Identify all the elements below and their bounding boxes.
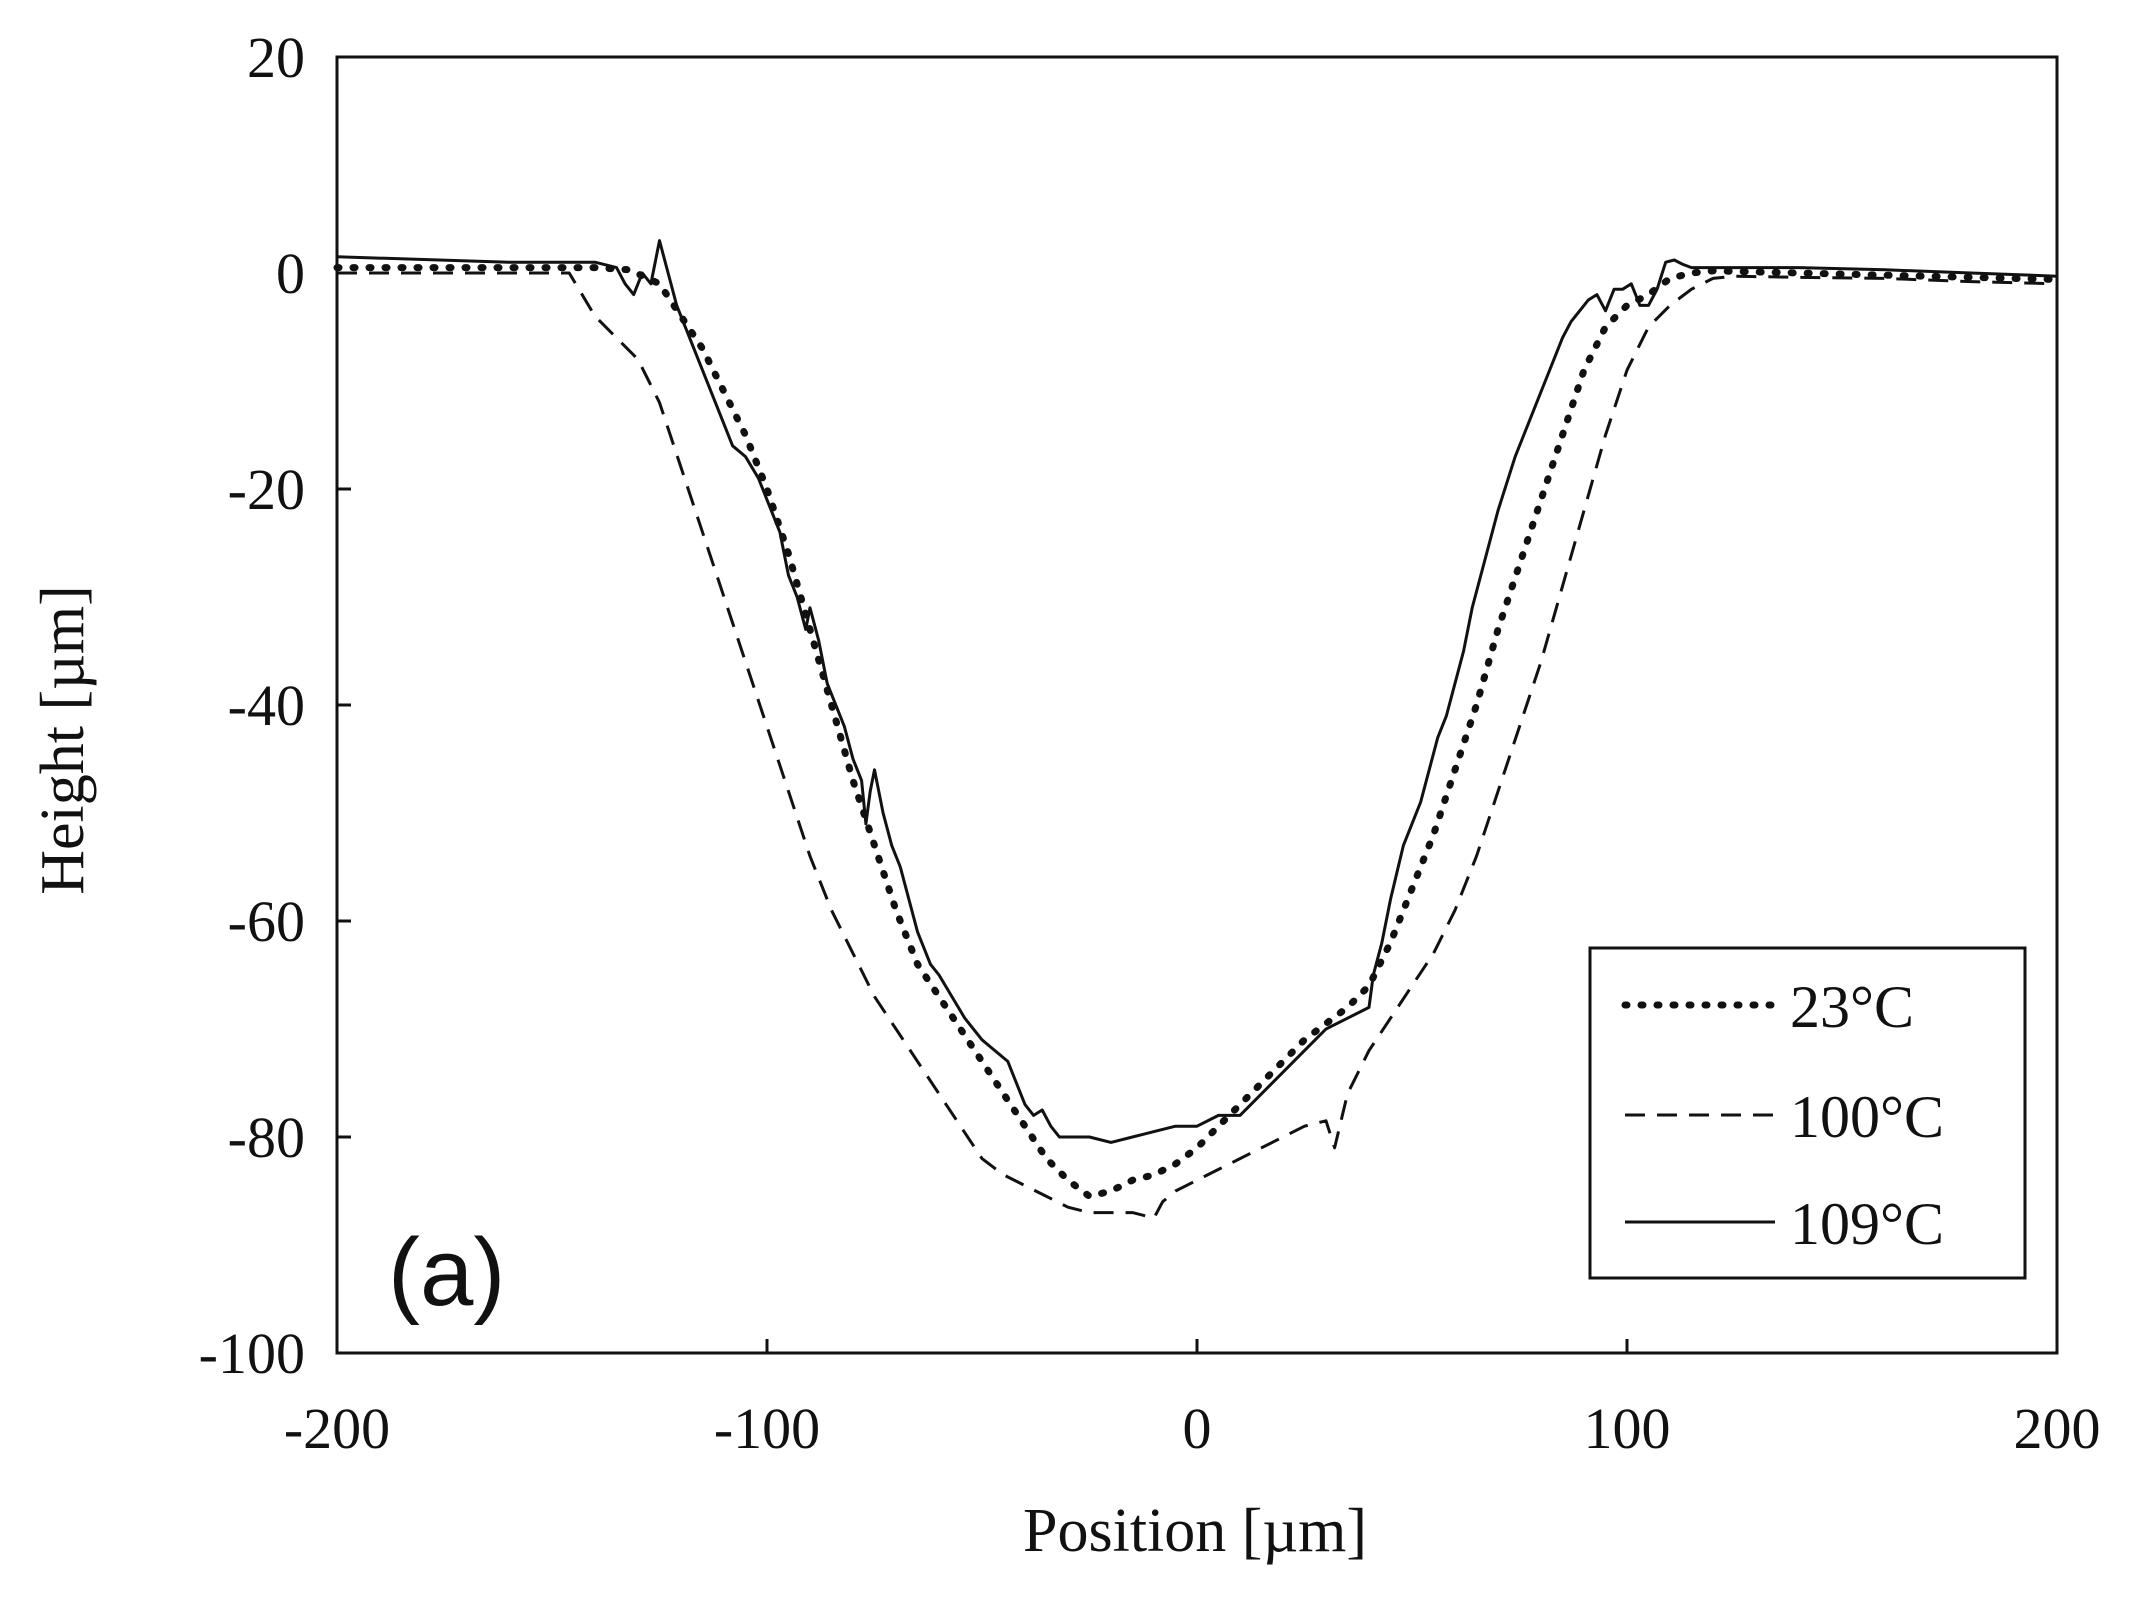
legend: 23°C 100°C 109°C xyxy=(1588,946,2027,1280)
y-tick-label: -60 xyxy=(228,889,305,954)
x-tick-label: 0 xyxy=(1183,1396,1212,1461)
y-tick-label: -80 xyxy=(228,1105,305,1170)
series-layer xyxy=(333,239,2061,1220)
y-tick-label: 0 xyxy=(276,241,305,306)
series-line-solid xyxy=(336,239,2058,1144)
y-tick-label: -100 xyxy=(199,1321,305,1386)
y-tick-label: 20 xyxy=(247,25,305,90)
series-line-dashed xyxy=(337,271,2058,1220)
x-tick-label: -100 xyxy=(714,1396,820,1461)
y-tick-label: -20 xyxy=(228,457,305,522)
panel-label: (a) xyxy=(388,1219,505,1326)
x-axis-title: Position [µm] xyxy=(1023,1497,1367,1565)
legend-label-23c: 23°C xyxy=(1790,974,1914,1040)
y-axis-title: Height [µm] xyxy=(29,585,97,895)
legend-label-100c: 100°C xyxy=(1790,1084,1944,1150)
x-tick-label: 100 xyxy=(1584,1396,1671,1461)
y-tick-label: -40 xyxy=(228,673,305,738)
series-line-dotted xyxy=(333,264,2061,1200)
legend-label-109c: 109°C xyxy=(1790,1191,1944,1257)
x-tick-label: 200 xyxy=(2014,1396,2101,1461)
x-tick-label: -200 xyxy=(284,1396,390,1461)
